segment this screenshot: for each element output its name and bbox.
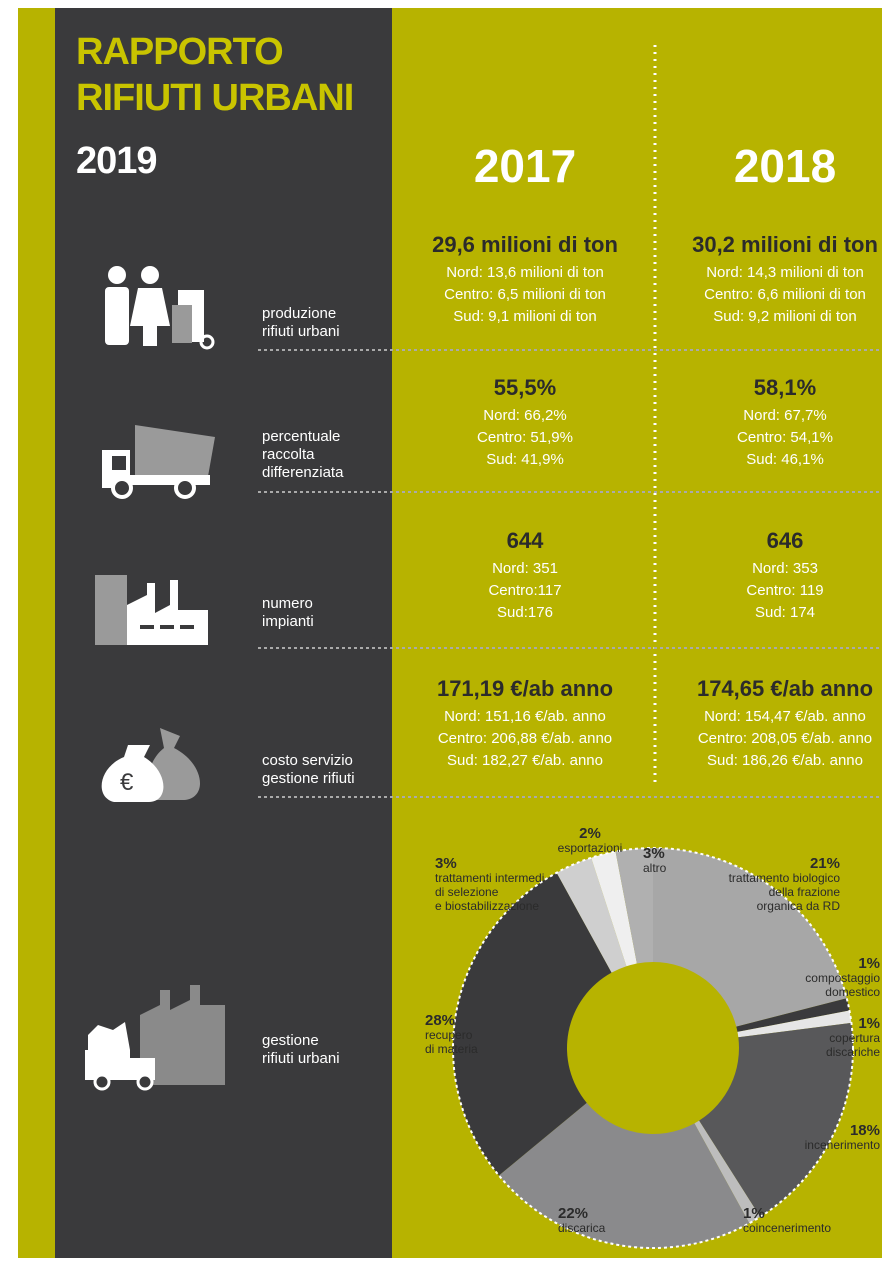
- row-dividers: [258, 349, 880, 798]
- pie-slice: [699, 1022, 853, 1217]
- slice-value: 1%: [743, 1205, 765, 1222]
- row-label: numero impianti: [262, 595, 314, 630]
- slice-value: 22%: [558, 1205, 589, 1222]
- slice-label: coincenerimento: [743, 1221, 832, 1235]
- row-detail: Nord: 13,6 milioni di ton: [446, 264, 604, 281]
- row-detail: Sud: 9,1 milioni di ton: [453, 308, 597, 325]
- slice-label: trattamento biologico della frazione org…: [728, 871, 840, 913]
- icon-money: €: [101, 728, 201, 802]
- title-year: 2019: [76, 140, 158, 182]
- row-detail: Centro: 54,1%: [737, 429, 833, 446]
- row-detail: Sud: 41,9%: [486, 451, 564, 468]
- slice-value: 18%: [849, 1122, 880, 1139]
- pie-outline: [452, 847, 854, 1249]
- row-total: 644: [506, 528, 544, 553]
- year-heading: 2017: [473, 140, 577, 192]
- icon-factory: [95, 575, 208, 645]
- row-detail: Nord: 353: [752, 560, 818, 577]
- row-total: 30,2 milioni di ton: [692, 232, 878, 257]
- row-total: 646: [766, 528, 804, 553]
- row-label: costo servizio gestione rifiuti: [262, 752, 355, 787]
- row-detail: Nord: 351: [492, 560, 558, 577]
- row-detail: Sud: 186,26 €/ab. anno: [707, 752, 863, 769]
- row-detail: Centro: 51,9%: [477, 429, 573, 446]
- row-detail: Centro: 119: [746, 582, 824, 599]
- row-detail: Sud: 174: [754, 604, 816, 621]
- pie-slice: [498, 1102, 750, 1248]
- icon-truck-factory: [85, 985, 225, 1091]
- row-detail: Nord: 66,2%: [483, 407, 567, 424]
- row-detail: Sud:176: [497, 604, 553, 621]
- icon-euro: €: [120, 769, 134, 796]
- row-label: percentuale raccolta differenziata: [262, 428, 344, 481]
- slice-value: 3%: [435, 855, 457, 872]
- row-detail: Centro: 6,6 milioni di ton: [704, 286, 866, 303]
- pie-slice: [591, 851, 637, 967]
- slice-value: 28%: [425, 1012, 456, 1029]
- slice-value: 2%: [579, 825, 601, 842]
- slice-label: compostaggio domestico: [805, 971, 880, 999]
- row-detail: Nord: 151,16 €/ab. anno: [444, 708, 606, 725]
- row-detail: Centro:117: [488, 582, 562, 599]
- slice-label: incenerimento: [804, 1138, 880, 1152]
- slice-value: 3%: [643, 845, 665, 862]
- icon-truck: [102, 425, 215, 499]
- row-detail: Sud: 9,2 milioni di ton: [713, 308, 857, 325]
- row-detail: Nord: 154,47 €/ab. anno: [704, 708, 866, 725]
- row-label: produzione rifiuti urbani: [262, 305, 340, 340]
- row-detail: Centro: 206,88 €/ab. anno: [437, 730, 613, 747]
- pie-slice: [737, 1010, 852, 1038]
- pie-slice: [653, 848, 847, 1027]
- slice-label: recupero di materia: [425, 1028, 478, 1056]
- row-detail: Nord: 67,7%: [743, 407, 827, 424]
- row-total: 174,65 €/ab anno: [696, 676, 874, 701]
- slice-value: 1%: [858, 955, 880, 972]
- slice-label: altro: [643, 861, 667, 875]
- row-total: 171,19 €/ab anno: [436, 676, 614, 701]
- pie-slice: [615, 848, 653, 964]
- row-label: gestione rifiuti urbani: [262, 1032, 340, 1067]
- slice-value: 21%: [809, 855, 840, 872]
- slice-label: esportazioni: [557, 841, 623, 855]
- pie-slice: [736, 998, 850, 1032]
- row-total: 55,5%: [493, 375, 557, 400]
- row-detail: Centro: 208,05 €/ab. anno: [697, 730, 873, 747]
- slice-label: discarica: [558, 1221, 606, 1235]
- slice-label: trattamenti intermedi di selezione e bio…: [435, 871, 545, 913]
- slice-label: copertura discariche: [825, 1031, 880, 1059]
- row-detail: Nord: 14,3 milioni di ton: [706, 264, 864, 281]
- row-detail: Sud: 46,1%: [746, 451, 824, 468]
- row-detail: Centro: 6,5 milioni di ton: [444, 286, 606, 303]
- slice-value: 1%: [858, 1015, 880, 1032]
- icon-people: [105, 266, 215, 350]
- row-total: 29,6 milioni di ton: [432, 232, 618, 257]
- pie-slice: [453, 872, 612, 1176]
- title: RAPPORTO RIFIUTI URBANI: [76, 31, 354, 119]
- pie-slice: [694, 1120, 761, 1224]
- year-heading: 2018: [733, 140, 837, 192]
- row-total: 58,1%: [753, 375, 817, 400]
- row-detail: Sud: 182,27 €/ab. anno: [447, 752, 603, 769]
- pie-slice: [556, 857, 627, 973]
